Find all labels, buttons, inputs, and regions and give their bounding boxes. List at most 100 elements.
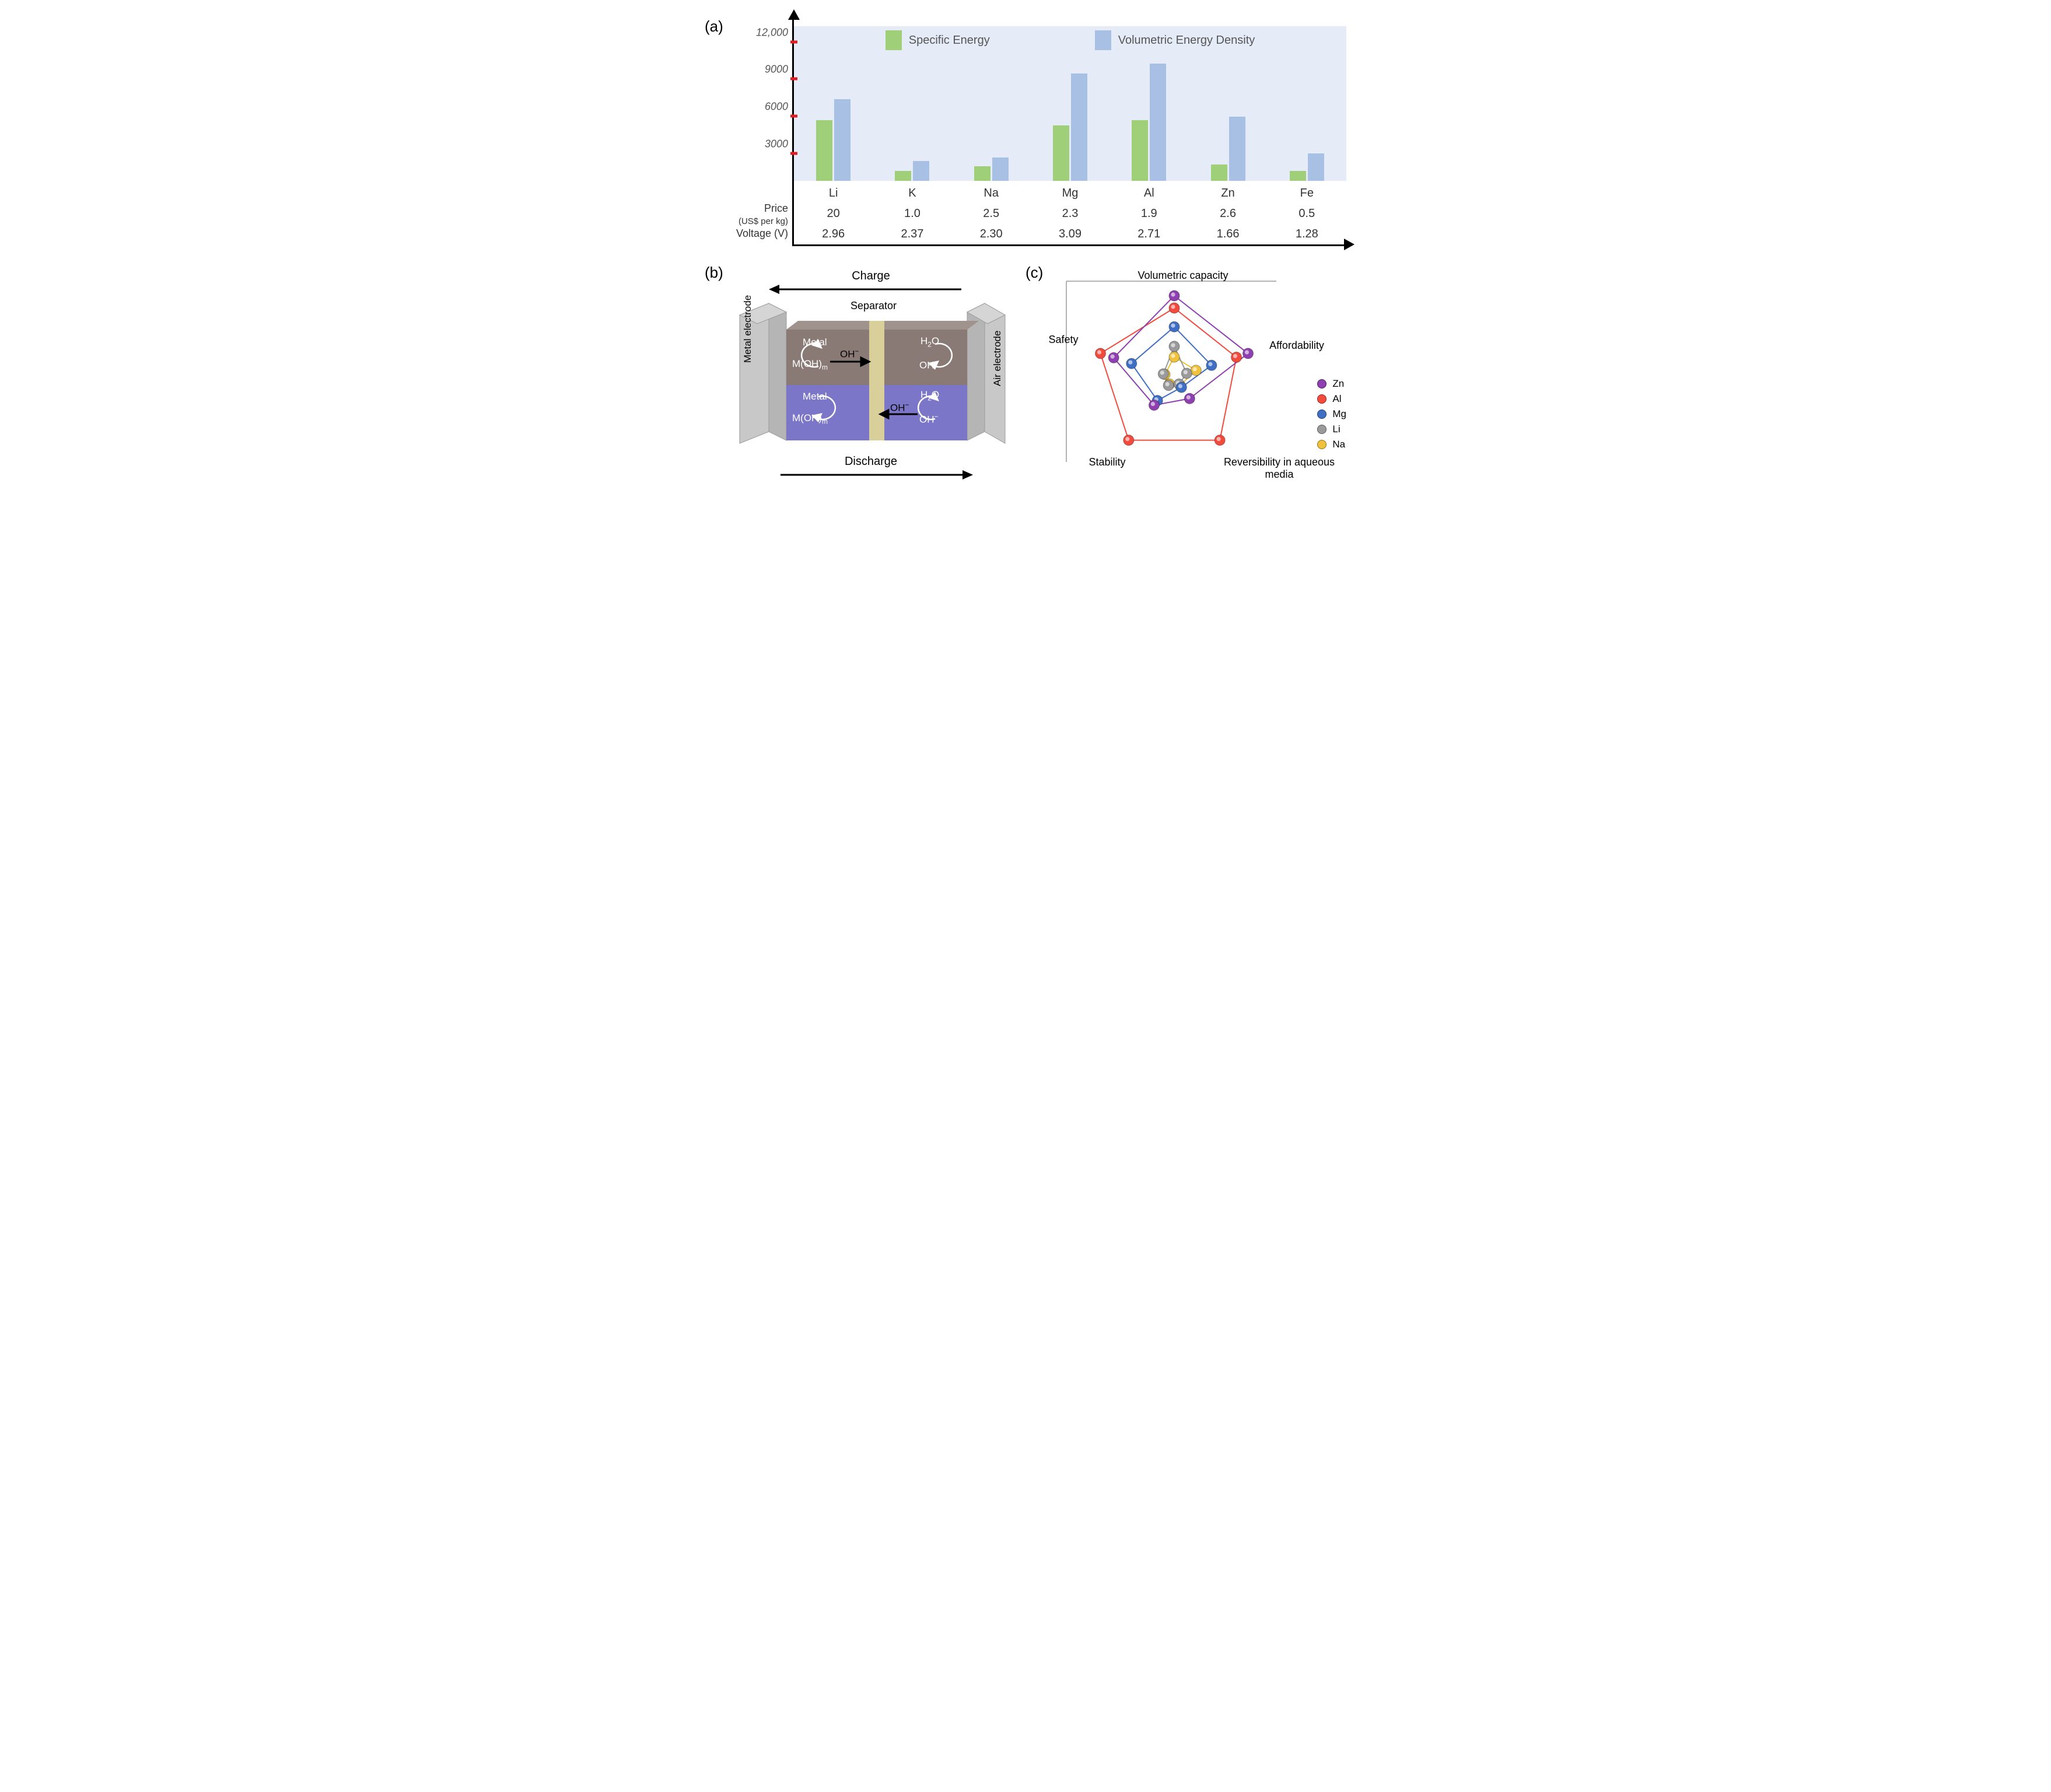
legend-label: Specific Energy	[909, 34, 990, 47]
radar-legend-dot	[1317, 394, 1326, 404]
panel-a-label: (a)	[705, 18, 723, 36]
radar-legend-item: Mg	[1317, 408, 1346, 420]
bar-chart: Specific Energy Volumetric Energy Densit…	[740, 18, 1346, 246]
element-cell: Li	[794, 181, 873, 204]
radar-legend-dot	[1317, 379, 1326, 388]
bar	[992, 158, 1009, 181]
table-cell: 1.0	[873, 204, 951, 224]
panel-b: (b) Charge	[705, 264, 1008, 491]
bar	[816, 120, 832, 181]
bar	[895, 171, 911, 181]
battery-schematic	[734, 298, 1008, 455]
y-tick-label: 12,000	[741, 26, 788, 38]
row-label: Price(US$ per kg)	[701, 202, 788, 227]
panel-a: (a) Specific Energy Volumetric Energy De…	[705, 18, 1346, 246]
radar-axis-volumetric: Volumetric capacity	[1125, 270, 1241, 282]
y-tick-label: 9000	[741, 64, 788, 76]
panel-b-label: (b)	[705, 264, 723, 282]
radar-legend-item: Al	[1317, 393, 1346, 405]
radar-axis-stability: Stability	[1072, 456, 1142, 468]
radar-legend-item: Zn	[1317, 378, 1346, 390]
radar-legend: Zn Al Mg Li Na	[1317, 374, 1346, 454]
row-label: Voltage (V)	[701, 228, 788, 240]
radar-legend-dot	[1317, 410, 1326, 419]
table-cell: 2.96	[794, 224, 873, 244]
bar	[974, 166, 991, 181]
element-cell: Na	[952, 181, 1031, 204]
y-tick-mark	[790, 78, 797, 80]
radar-legend-item: Li	[1317, 424, 1346, 435]
radar-legend-label: Li	[1332, 424, 1340, 435]
charge-label: Charge	[734, 270, 1008, 283]
table-row: Voltage (V)2.962.372.303.092.711.661.28	[794, 224, 1346, 244]
panel-c-label: (c)	[1026, 264, 1043, 282]
table-cell: 3.09	[1031, 224, 1110, 244]
bar	[834, 99, 850, 181]
chart-legend: Specific Energy Volumetric Energy Densit…	[794, 30, 1346, 50]
table-cell: 2.6	[1188, 204, 1267, 224]
bar	[1229, 117, 1245, 181]
panel-c: (c) Volumetric capacity Affordability Re…	[1026, 264, 1346, 491]
bar	[1211, 164, 1227, 181]
radar-legend-label: Mg	[1332, 408, 1346, 420]
radar-legend-label: Zn	[1332, 378, 1344, 390]
metal-species-label-bottom: Metal	[803, 391, 827, 402]
radar-legend-item: Na	[1317, 439, 1346, 450]
h2o-species-label-bottom: H2O	[921, 389, 939, 402]
table-cell: 2.37	[873, 224, 951, 244]
table-cell: 1.66	[1188, 224, 1267, 244]
element-cell: Mg	[1031, 181, 1110, 204]
element-cell: K	[873, 181, 951, 204]
legend-item-volumetric: Volumetric Energy Density	[1095, 30, 1255, 50]
oh-species-label-bottom: OH−	[890, 401, 909, 414]
y-tick-label: 3000	[741, 138, 788, 150]
table-cell: 1.28	[1268, 224, 1346, 244]
charge-arrow-icon	[769, 285, 961, 294]
y-tick-mark	[790, 115, 797, 118]
y-tick-mark	[790, 152, 797, 155]
discharge-label: Discharge	[734, 455, 1008, 468]
h2o-species-label-top: H2O	[921, 335, 939, 348]
metal-species-label: Metal	[803, 337, 827, 348]
bar	[1150, 64, 1166, 181]
oh-species-label-top: OH−	[840, 347, 859, 360]
oh-minus-label-top: OH−	[919, 358, 938, 372]
chart-data-table: LiKNaMgAlZnFePrice(US$ per kg)201.02.52.…	[792, 181, 1346, 246]
table-row: Price(US$ per kg)201.02.52.31.92.60.5	[794, 204, 1346, 224]
legend-swatch	[1095, 30, 1111, 50]
radar-legend-dot	[1317, 425, 1326, 434]
legend-label: Volumetric Energy Density	[1118, 34, 1255, 47]
bar	[1053, 125, 1069, 181]
table-cell: 20	[794, 204, 873, 224]
table-cell: 0.5	[1268, 204, 1346, 224]
bar	[1071, 74, 1087, 181]
discharge-arrow-icon	[780, 470, 973, 480]
table-row-elements: LiKNaMgAlZnFe	[794, 181, 1346, 204]
table-cell: 2.71	[1110, 224, 1188, 244]
element-cell: Fe	[1268, 181, 1346, 204]
table-cell: 2.5	[952, 204, 1031, 224]
radar-legend-dot	[1317, 440, 1326, 449]
moh-species-label-bottom: M(OH)m	[792, 412, 828, 425]
radar-axis-safety: Safety	[1040, 334, 1087, 346]
element-cell: Zn	[1188, 181, 1267, 204]
separator	[869, 321, 884, 440]
legend-swatch	[886, 30, 902, 50]
table-cell: 1.9	[1110, 204, 1188, 224]
radar-legend-label: Na	[1332, 439, 1345, 450]
bar	[1290, 171, 1306, 181]
radar-axis-reversibility: Reversibility in aqueous media	[1218, 456, 1340, 481]
bar	[1132, 120, 1148, 181]
radar-chart	[1055, 270, 1288, 480]
legend-item-specific-energy: Specific Energy	[886, 30, 990, 50]
air-electrode-label: Air electrode	[992, 304, 1003, 386]
table-cell: 2.30	[952, 224, 1031, 244]
y-tick-label: 6000	[741, 101, 788, 113]
separator-label: Separator	[850, 300, 897, 312]
radar-axis-affordability: Affordability	[1262, 340, 1332, 352]
metal-electrode-label: Metal electrode	[742, 270, 754, 363]
bar	[913, 161, 929, 181]
bar	[1308, 153, 1324, 181]
moh-species-label: M(OH)m	[792, 358, 828, 371]
radar-legend-label: Al	[1332, 393, 1341, 405]
